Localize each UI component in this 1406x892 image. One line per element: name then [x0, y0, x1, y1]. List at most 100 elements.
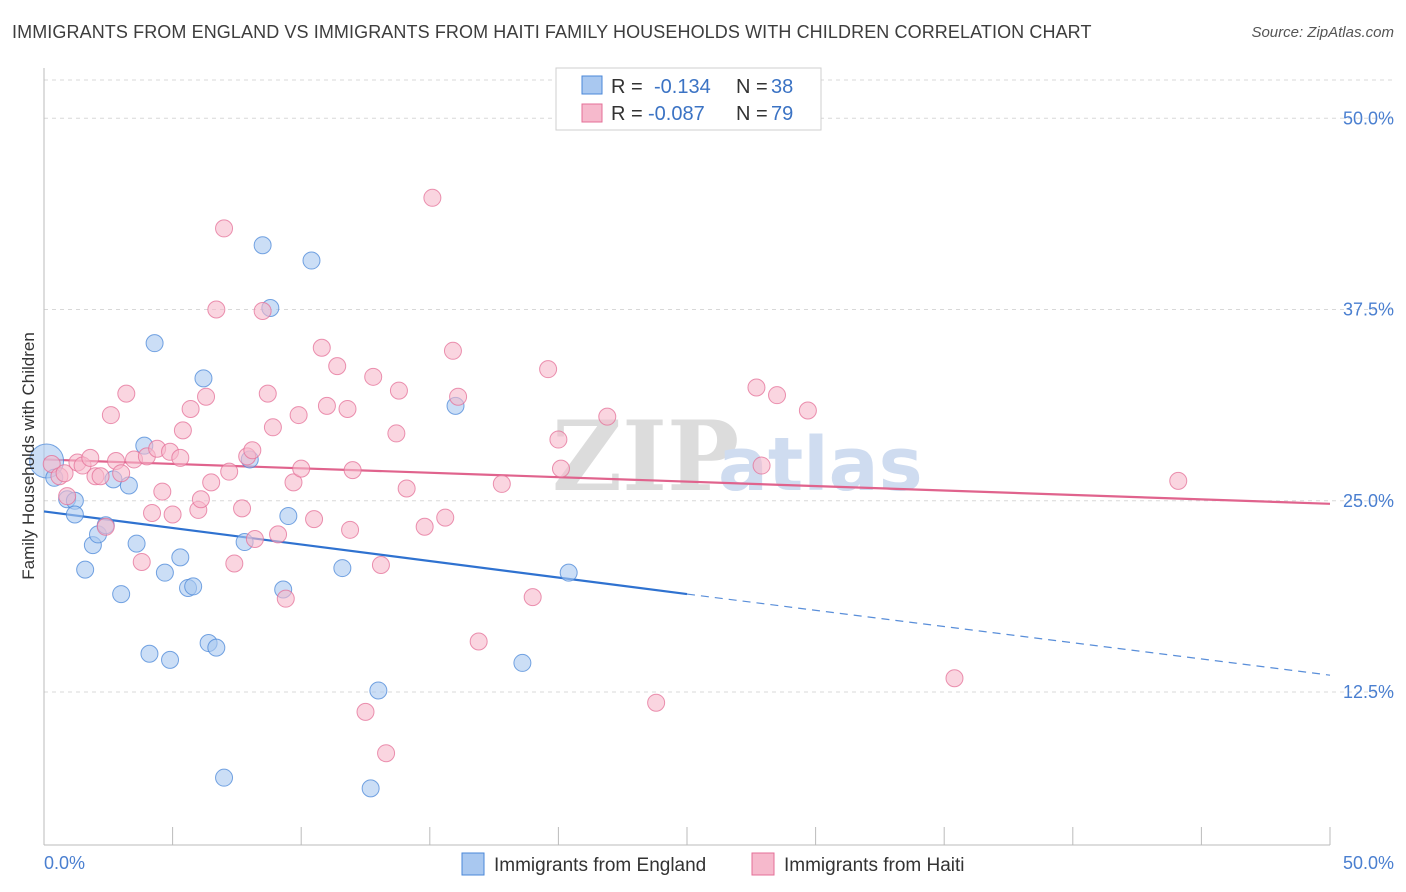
- watermark-zip: ZIP: [552, 400, 739, 513]
- y-tick-label: 50.0%: [1343, 108, 1394, 128]
- point-haiti: [397, 479, 416, 498]
- point-haiti: [81, 448, 100, 467]
- point-england: [369, 681, 388, 700]
- point-haiti: [276, 589, 295, 608]
- point-haiti: [364, 367, 383, 386]
- stats-swatch-haiti: [581, 103, 603, 123]
- point-haiti: [356, 702, 375, 721]
- point-haiti: [798, 401, 817, 420]
- point-haiti: [191, 490, 210, 509]
- stats-n-value-haiti: 79: [771, 103, 793, 125]
- point-haiti: [197, 387, 216, 406]
- stats-n-value-england: 38: [771, 76, 793, 98]
- stats-r-label: R =: [611, 103, 643, 125]
- watermark: ZIP atlas: [552, 400, 923, 513]
- point-haiti: [215, 219, 234, 238]
- stats-r-label: R =: [611, 76, 643, 98]
- point-haiti: [132, 552, 151, 571]
- x-tick-label: 50.0%: [1343, 853, 1394, 873]
- point-haiti: [163, 505, 182, 524]
- point-haiti: [747, 378, 766, 397]
- point-haiti: [292, 459, 311, 478]
- y-tick-label: 12.5%: [1343, 682, 1394, 702]
- point-haiti: [389, 381, 408, 400]
- point-england: [140, 644, 159, 663]
- source-credit: Source: ZipAtlas.com: [1251, 24, 1394, 41]
- point-haiti: [284, 473, 303, 492]
- point-haiti: [387, 424, 406, 443]
- y-tick-labels: 12.5% 25.0% 37.5% 50.0%: [1343, 108, 1394, 702]
- point-england: [112, 585, 131, 604]
- stats-swatch-england: [581, 75, 603, 95]
- point-haiti: [328, 357, 347, 376]
- point-haiti: [289, 406, 308, 425]
- point-haiti: [245, 530, 264, 548]
- point-england: [161, 650, 180, 669]
- legend: Immigrants from England Immigrants from …: [461, 852, 965, 876]
- point-haiti: [343, 461, 362, 480]
- point-haiti: [752, 456, 771, 475]
- point-haiti: [377, 744, 396, 763]
- point-england: [333, 559, 352, 578]
- point-haiti: [469, 632, 488, 651]
- point-haiti: [945, 669, 964, 688]
- point-england: [184, 577, 203, 596]
- point-haiti: [243, 441, 262, 460]
- point-haiti: [1169, 471, 1188, 490]
- point-england: [155, 563, 174, 582]
- point-haiti: [341, 520, 360, 539]
- point-haiti: [492, 474, 511, 493]
- point-haiti: [269, 525, 288, 544]
- point-haiti: [305, 510, 324, 529]
- point-england: [145, 334, 164, 353]
- point-haiti: [539, 360, 558, 379]
- legend-swatch-england: [461, 852, 485, 876]
- point-haiti: [263, 418, 282, 437]
- point-haiti: [258, 384, 277, 403]
- point-haiti: [101, 406, 120, 425]
- point-england: [171, 548, 190, 567]
- point-haiti: [112, 464, 131, 483]
- point-england: [279, 507, 298, 526]
- y-axis-title: Family Households with Children: [19, 332, 38, 580]
- point-haiti: [449, 387, 468, 406]
- legend-label-haiti: Immigrants from Haiti: [784, 855, 965, 876]
- x-tick-labels: 0.0% 50.0%: [44, 853, 1394, 873]
- point-haiti: [312, 338, 331, 357]
- point-haiti: [171, 448, 190, 467]
- point-haiti: [225, 554, 244, 573]
- y-tick-label: 37.5%: [1343, 300, 1394, 320]
- stats-r-value-england: -0.134: [654, 76, 711, 98]
- stats-box: R = -0.134 N = 38 R = -0.087 N = 79: [555, 67, 822, 131]
- point-england: [194, 369, 213, 388]
- point-haiti: [598, 407, 617, 426]
- point-haiti: [443, 341, 462, 360]
- data-points: [29, 188, 1188, 798]
- point-haiti: [58, 487, 77, 506]
- point-haiti: [153, 482, 172, 501]
- point-haiti: [96, 517, 115, 536]
- point-haiti: [436, 508, 455, 527]
- point-england: [361, 779, 380, 798]
- point-haiti: [523, 588, 542, 607]
- point-haiti: [338, 399, 357, 418]
- point-haiti: [549, 430, 568, 449]
- point-haiti: [551, 459, 570, 478]
- watermark-atlas: atlas: [718, 422, 923, 508]
- point-haiti: [202, 473, 221, 492]
- point-england: [559, 563, 578, 582]
- point-haiti: [91, 467, 110, 486]
- point-england: [65, 505, 84, 524]
- trend-line-england-projection: [686, 593, 1331, 676]
- point-haiti: [181, 399, 200, 418]
- point-haiti: [647, 693, 666, 712]
- legend-swatch-haiti: [751, 852, 775, 876]
- stats-n-label: N =: [736, 103, 768, 125]
- point-haiti: [415, 517, 434, 536]
- point-haiti: [207, 300, 226, 319]
- point-haiti: [233, 499, 252, 518]
- trend-line-england: [43, 510, 688, 596]
- y-tick-label: 25.0%: [1343, 491, 1394, 511]
- point-haiti: [423, 188, 442, 207]
